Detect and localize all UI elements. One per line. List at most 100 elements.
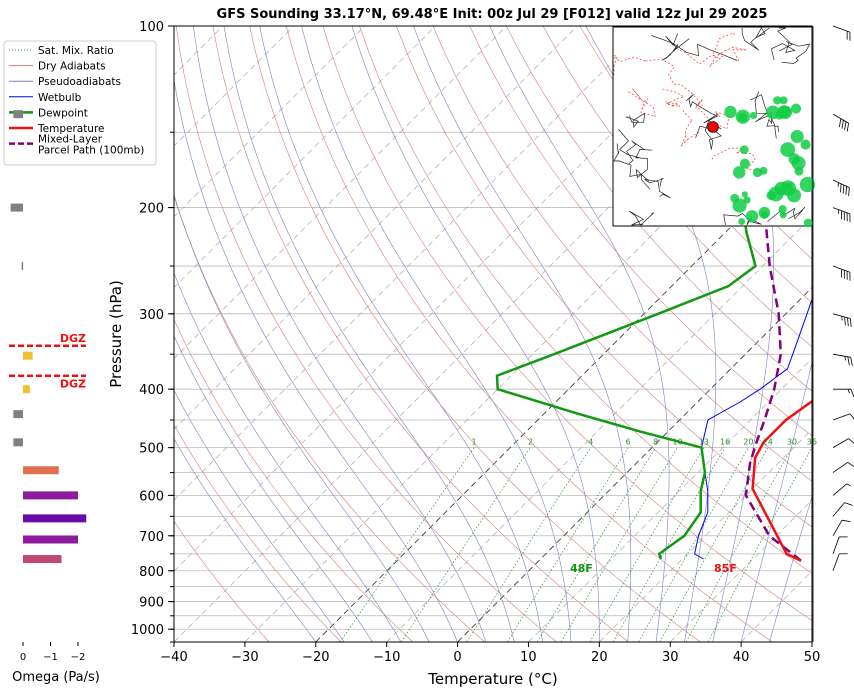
barb-staff xyxy=(832,413,851,421)
barb-flag xyxy=(846,123,849,132)
inset-precip xyxy=(791,156,806,171)
barb-flag xyxy=(846,212,848,222)
isotherm-highlight xyxy=(315,145,812,642)
barb-flag xyxy=(844,316,846,326)
x-tick-label: 0 xyxy=(453,650,461,665)
dry-adiabat xyxy=(174,195,485,642)
barb-staff xyxy=(832,483,848,496)
legend-label: Parcel Path (100mb) xyxy=(38,145,144,157)
mixing-ratio-line xyxy=(560,447,678,642)
x-tick-label: 30 xyxy=(662,650,679,665)
pseudoadiabat xyxy=(174,193,430,642)
inset-precip xyxy=(778,205,787,214)
pseudoadiabat xyxy=(259,26,543,642)
omega-axis-label: Omega (Pa/s) xyxy=(12,670,100,685)
mixing-ratio-label: 24 xyxy=(763,438,773,447)
y-tick-label: 700 xyxy=(139,530,164,545)
inset-precip xyxy=(741,191,748,198)
y-axis: 100 200 300 400 500 600 700 800 900 1000 xyxy=(131,20,174,643)
x-tick-label: 40 xyxy=(733,650,750,665)
barb-staff xyxy=(832,461,848,473)
pseudoadiabat xyxy=(489,26,670,642)
inset-precip xyxy=(785,182,793,191)
legend-label: Dry Adiabats xyxy=(38,61,106,73)
pseudoadiabat xyxy=(193,26,487,642)
omega-bar xyxy=(13,438,23,447)
omega-bar xyxy=(10,203,23,212)
barb-flag xyxy=(847,317,849,327)
wind-barb xyxy=(832,413,854,421)
inset-contour xyxy=(779,41,811,64)
omega-bar xyxy=(13,410,23,419)
omega-bar xyxy=(23,351,33,360)
mixing-ratio-line xyxy=(638,447,749,642)
y-tick-label: 100 xyxy=(139,20,164,35)
legend-label: Temperature xyxy=(37,123,105,135)
isotherm-line xyxy=(811,641,812,642)
inset-contour xyxy=(651,35,738,61)
temperature-surface-label: 85F xyxy=(714,562,737,575)
inset-contour xyxy=(662,33,690,61)
inset-contour xyxy=(685,94,719,124)
wind-barb xyxy=(832,207,851,223)
barb-staff xyxy=(832,438,849,448)
barb-flag xyxy=(849,413,854,421)
inset-precip xyxy=(803,218,813,228)
inset-precip xyxy=(732,166,746,179)
inset-precip xyxy=(739,158,750,169)
wind-barb xyxy=(832,461,854,473)
barb-half-flag xyxy=(838,209,840,214)
omega-bar xyxy=(23,491,78,500)
mixing-ratio-line xyxy=(536,447,656,642)
inset-contour xyxy=(680,110,700,147)
isotherm-line xyxy=(174,26,649,501)
pseudoadiabat xyxy=(351,26,600,642)
mixing-ratio-line xyxy=(589,447,705,642)
dry-adiabat xyxy=(322,26,812,621)
x-tick-label: −40 xyxy=(160,650,187,665)
dry-adiabat xyxy=(212,26,629,642)
legend-label: Wetbulb xyxy=(38,92,82,104)
y-tick-label: 1000 xyxy=(131,623,164,638)
dry-adiabat xyxy=(542,26,812,348)
dry-adiabat xyxy=(359,26,812,574)
legend-label: Sat. Mix. Ratio xyxy=(38,45,114,57)
barb-flag xyxy=(841,269,842,278)
barb-half-flag xyxy=(846,483,851,487)
dry-adiabat xyxy=(174,318,414,642)
inset-precip xyxy=(724,105,737,119)
y-tick-label: 300 xyxy=(139,308,164,323)
legend-label: Pseudoadiabats xyxy=(38,76,121,88)
pseudoadiabat xyxy=(413,26,632,642)
omega-tick-label: 0 xyxy=(20,652,26,663)
wind-barb xyxy=(833,388,854,398)
wind-barb xyxy=(832,353,853,366)
omega-bar xyxy=(23,535,78,544)
series-wetbulb xyxy=(694,297,812,560)
mixing-ratio-labels: 1 2 4 6 8 10 13 16 20 24 30 36 xyxy=(471,438,816,447)
dry-adiabat xyxy=(174,424,342,642)
pseudoadiabat xyxy=(174,78,458,642)
inset-precip xyxy=(749,111,758,120)
pseudoadiabat xyxy=(174,271,402,642)
inset-precip xyxy=(790,130,804,144)
y-tick-label: 800 xyxy=(139,565,164,580)
omega-bar xyxy=(23,385,30,394)
pseudoadiabat xyxy=(174,335,373,642)
isotherm-highlight xyxy=(457,286,812,642)
barb-staff xyxy=(832,502,845,517)
barb-flag xyxy=(842,185,845,194)
inset-contour xyxy=(662,88,685,108)
barb-flag xyxy=(843,270,845,279)
mixing-ratio-line xyxy=(466,447,592,642)
wind-barb xyxy=(832,483,851,496)
wind-barb xyxy=(832,536,848,554)
wind-barb xyxy=(832,502,853,517)
inset-contour xyxy=(625,112,646,128)
isotherm-line xyxy=(174,26,578,430)
barb-flag xyxy=(847,461,854,468)
inset-precip xyxy=(732,198,747,213)
barb-flag xyxy=(841,210,842,220)
dry-adiabat xyxy=(432,26,812,482)
x-tick-label: 50 xyxy=(804,650,821,665)
